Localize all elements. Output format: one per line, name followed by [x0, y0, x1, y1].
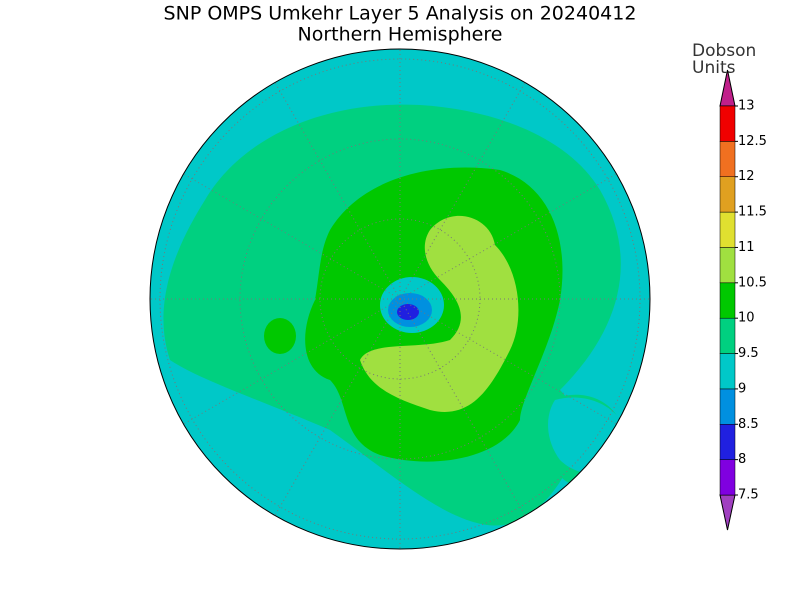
longitude-line [399, 298, 526, 516]
field [360, 215, 519, 412]
colorbar-tick-label: 9.5 [738, 346, 759, 361]
colorbar-band [719, 282, 736, 319]
longitude-line [399, 298, 617, 425]
subtitle: Northern Hemisphere [298, 24, 503, 46]
colorbar-tick-label: 11.5 [738, 205, 767, 220]
colorbar-tick-label: 12 [738, 169, 755, 184]
colorbar-band [719, 459, 736, 496]
colorbar-tick-label: 13 [738, 99, 755, 114]
colorbar-tick-label: 7.5 [738, 488, 759, 503]
longitude-line [399, 82, 526, 300]
field [397, 304, 419, 320]
polar-map [150, 49, 650, 549]
longitude-line [274, 82, 401, 300]
colorbar-tick-label: 10 [738, 311, 755, 326]
longitude-line [183, 173, 401, 300]
colorbar-tick-label: 12.5 [738, 134, 767, 149]
colorbar-tick-label: 10.5 [738, 275, 767, 290]
colorbar-tick-label: 8 [738, 452, 746, 467]
map-border [149, 48, 651, 550]
colorbar-band [719, 424, 736, 460]
colorbar-band [719, 388, 736, 425]
longitude-line [183, 298, 401, 425]
colorbar-tick-label: 9 [738, 381, 746, 396]
colorbar-band [719, 317, 736, 354]
colorbar-tick-label: 8.5 [738, 417, 759, 432]
colorbar: 7.5 8 8.5 9 9.5 10 10.5 11 11.5 12 12.5 13 [719, 69, 767, 531]
longitude-line [399, 173, 617, 300]
colorbar-band [719, 105, 736, 142]
colorbar-band [719, 176, 736, 213]
colorbar-band [719, 211, 736, 248]
field [264, 318, 296, 354]
colorbar-low [719, 494, 736, 531]
colorbar-band [719, 141, 736, 177]
colorbar-tick-label: 11 [738, 240, 755, 255]
unit-label: Dobson [692, 41, 756, 61]
longitude-line [274, 298, 401, 516]
unit-label: Units [692, 58, 736, 78]
colorbar-band [719, 353, 736, 390]
title: SNP OMPS Umkehr Layer 5 Analysis on 2024… [164, 3, 637, 25]
colorbar-band [719, 247, 736, 284]
